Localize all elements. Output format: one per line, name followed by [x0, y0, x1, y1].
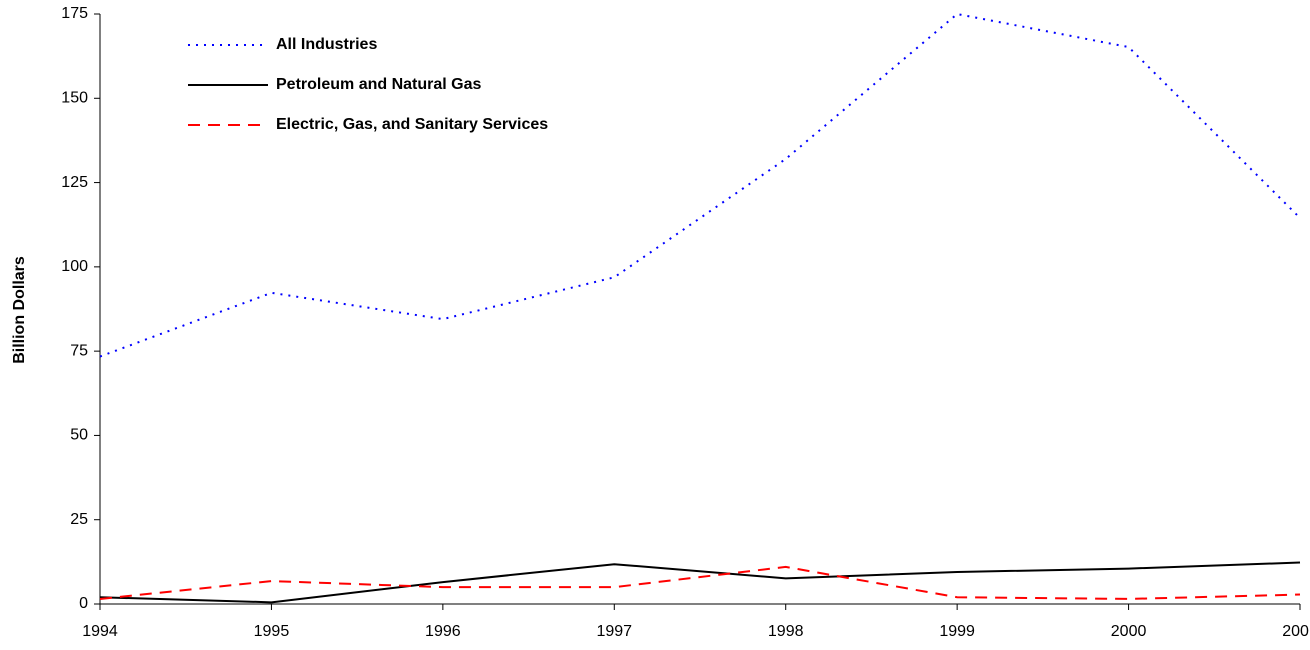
x-tick-label: 1998: [768, 623, 804, 640]
x-tick-label: 1994: [82, 623, 118, 640]
x-tick-label: 2000: [1111, 623, 1147, 640]
legend-label: Petroleum and Natural Gas: [276, 76, 481, 93]
series-line: [99, 561, 1301, 604]
y-tick-label: 125: [61, 174, 88, 191]
x-tick-label: 2001: [1282, 623, 1310, 640]
y-tick-label: 0: [79, 595, 88, 612]
legend-label: Electric, Gas, and Sanitary Services: [276, 116, 548, 133]
y-tick-label: 50: [70, 427, 88, 444]
x-tick-label: 1997: [596, 623, 632, 640]
y-tick-label: 75: [70, 342, 88, 359]
y-tick-label: 175: [61, 5, 88, 22]
y-tick-label: 100: [61, 258, 88, 275]
series-line: [99, 12, 1301, 358]
y-tick-label: 25: [70, 511, 88, 528]
x-tick-label: 1995: [254, 623, 290, 640]
y-axis-label: Billion Dollars: [11, 256, 28, 364]
y-tick-label: 150: [61, 90, 88, 107]
legend-label: All Industries: [276, 36, 377, 53]
x-tick-label: 1996: [425, 623, 461, 640]
x-tick-label: 1999: [939, 623, 975, 640]
series-line: [99, 565, 1301, 600]
